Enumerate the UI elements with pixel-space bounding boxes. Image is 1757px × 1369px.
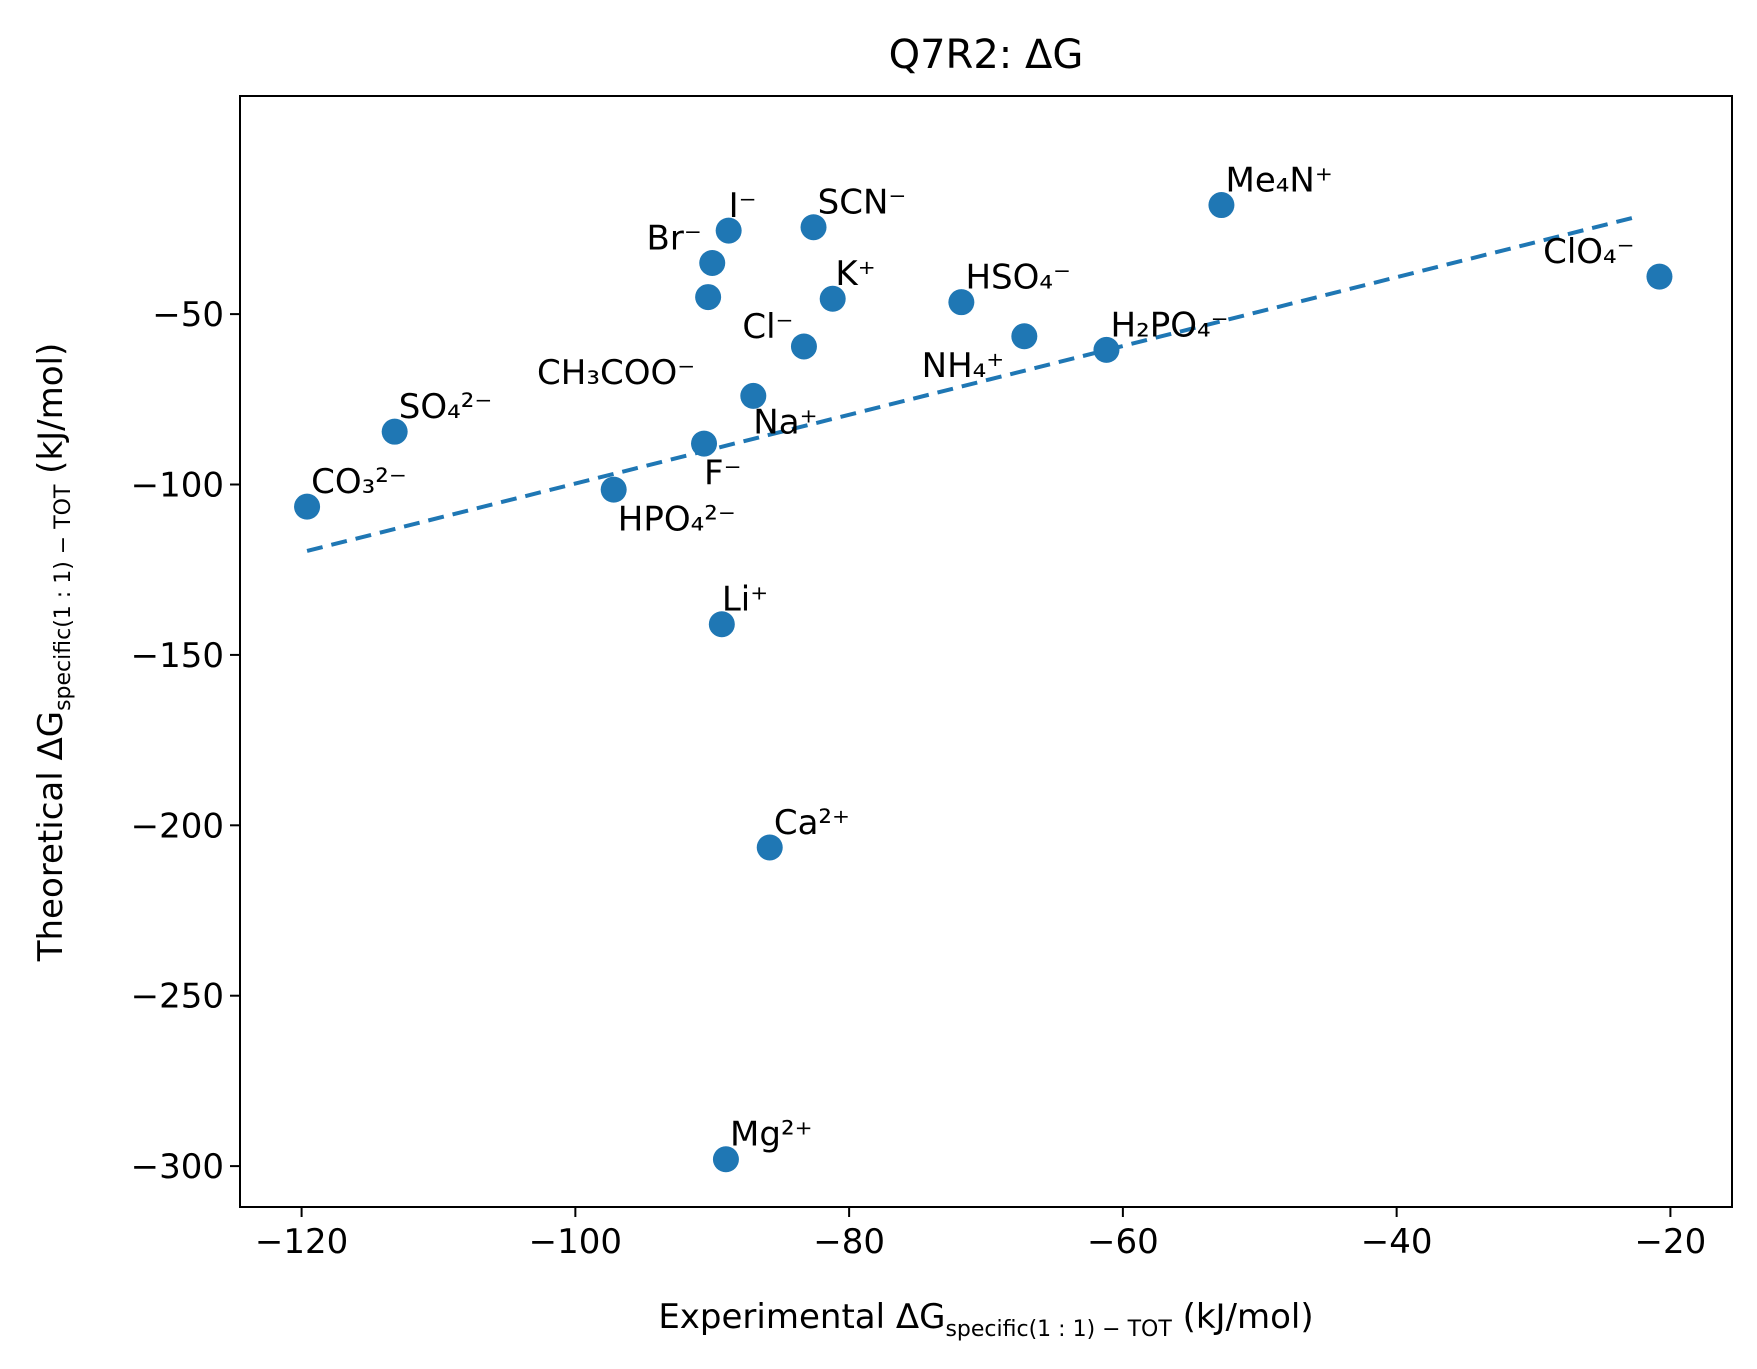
data-point-label: Br⁻ xyxy=(647,218,702,258)
data-point xyxy=(740,382,767,409)
data-point-label: I⁻ xyxy=(729,186,757,226)
data-point-label: Me₄N⁺ xyxy=(1226,160,1333,200)
data-point xyxy=(1208,192,1235,219)
y-axis-label-subscript: specific(1 : 1) − TOT xyxy=(51,484,76,711)
x-axis-label-suffix: (kJ/mol) xyxy=(1172,1297,1314,1337)
data-point-label: Na⁺ xyxy=(753,402,817,442)
x-axis-label: Experimental ΔGspecific(1 : 1) − TOT (kJ… xyxy=(658,1297,1313,1342)
data-point xyxy=(381,418,408,445)
y-tick-label: −250 xyxy=(131,977,224,1017)
y-tick-label: −150 xyxy=(131,636,224,676)
data-point-label: SO₄²⁻ xyxy=(399,387,493,427)
data-point-label: Li⁺ xyxy=(722,580,768,620)
data-point xyxy=(1646,263,1673,290)
data-point xyxy=(948,289,975,316)
x-tick-label: −80 xyxy=(813,1222,885,1262)
data-point xyxy=(708,611,735,638)
data-point xyxy=(1011,323,1038,350)
x-tick-label: −20 xyxy=(1635,1222,1707,1262)
data-point-label: NH₄⁺ xyxy=(922,346,1005,386)
y-axis-label-prefix: Theoretical ΔG xyxy=(31,711,71,962)
data-point xyxy=(756,834,783,861)
plot-frame xyxy=(239,95,1733,1208)
x-axis-label-subscript: specific(1 : 1) − TOT xyxy=(945,1317,1172,1342)
y-tick-label: −200 xyxy=(131,806,224,846)
data-point xyxy=(1093,336,1120,363)
y-axis-label-suffix: (kJ/mol) xyxy=(31,343,71,485)
data-point-label: HSO₄⁻ xyxy=(965,258,1071,298)
data-point xyxy=(294,493,321,520)
data-point-label: Mg²⁺ xyxy=(730,1115,813,1155)
chart-title: Q7R2: ΔG xyxy=(889,32,1084,78)
fit-line xyxy=(306,215,1637,553)
data-point-label: K⁺ xyxy=(835,254,875,294)
x-tick-label: −40 xyxy=(1361,1222,1433,1262)
y-tick-label: −100 xyxy=(131,466,224,506)
x-axis-label-prefix: Experimental ΔG xyxy=(658,1297,945,1337)
data-point xyxy=(600,476,627,503)
data-point xyxy=(699,249,726,276)
x-tick-label: −120 xyxy=(255,1222,348,1262)
data-point-label: ClO₄⁻ xyxy=(1543,232,1635,272)
data-point xyxy=(819,285,846,312)
data-point-label: CO₃²⁻ xyxy=(311,462,407,502)
data-point-label: HPO₄²⁻ xyxy=(618,500,736,540)
data-point-label: H₂PO₄⁻ xyxy=(1111,305,1229,345)
plot-layer: Me₄N⁺ SCN⁻ I⁻ Br⁻ ClO₄⁻ K⁺ HSO₄⁻ Cl⁻ NH₄⁺ H₂PO₄⁻ C… xyxy=(294,160,1673,1173)
x-tick-label: −60 xyxy=(1087,1222,1159,1262)
data-point-label: Ca²⁺ xyxy=(774,803,850,843)
ticks-layer: −120 −100 −80 −60 −40 −20 −50 −100 −150 −200 −250 −… xyxy=(131,295,1707,1262)
data-point xyxy=(790,333,817,360)
data-point-label: Cl⁻ xyxy=(742,307,793,347)
data-point xyxy=(800,214,827,241)
data-point xyxy=(712,1146,739,1173)
data-point xyxy=(695,284,722,311)
y-tick-label: −50 xyxy=(152,295,224,335)
y-axis-label: Theoretical ΔGspecific(1 : 1) − TOT (kJ/… xyxy=(31,343,76,963)
x-tick-label: −100 xyxy=(529,1222,622,1262)
data-point xyxy=(691,430,718,457)
data-point xyxy=(715,217,742,244)
data-point-label: CH₃COO⁻ xyxy=(537,353,695,393)
data-point-label: F⁻ xyxy=(704,454,742,494)
data-point-label: SCN⁻ xyxy=(818,183,907,223)
y-tick-label: −300 xyxy=(131,1147,224,1187)
